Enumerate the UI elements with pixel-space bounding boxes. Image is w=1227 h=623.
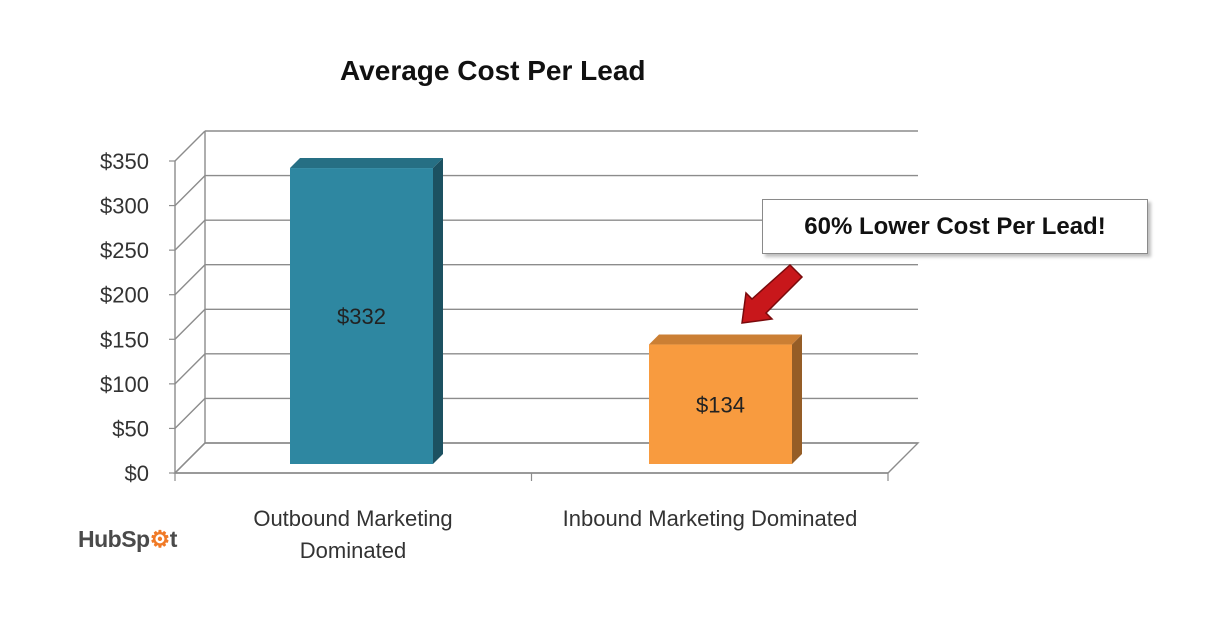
gridline-side	[174, 219, 206, 251]
y-tick-label: $100	[100, 372, 149, 397]
gridline-side	[174, 397, 206, 429]
y-tick-label: $0	[125, 461, 149, 486]
category-label-outbound-line-2: Dominated	[299, 538, 407, 563]
chart-title: Average Cost Per Lead	[340, 55, 646, 86]
category-label-inbound: Inbound Marketing Dominated	[530, 503, 890, 535]
gridline-side	[174, 308, 206, 340]
category-label-outbound: Outbound Marketing Dominated	[228, 503, 478, 567]
chart-floor	[173, 442, 920, 474]
bar-value-label: $134	[696, 392, 745, 417]
bar-side	[792, 334, 802, 464]
y-axis: $0 $50 $100 $150 $200 $250 $300 $350	[100, 149, 889, 486]
bar-top	[649, 334, 802, 345]
bar-value-label: $332	[337, 304, 386, 329]
annotation-callout: 60% Lower Cost Per Lead!	[762, 199, 1148, 254]
bar	[290, 168, 433, 464]
y-tick-label: $50	[112, 416, 149, 441]
category-label-inbound-line-1: Inbound Marketing Dominated	[562, 506, 858, 531]
category-label-outbound-line-1: Outbound Marketing	[253, 506, 453, 531]
bar	[649, 344, 792, 464]
callout-arrow	[741, 263, 804, 324]
gridline-side	[174, 264, 206, 296]
y-tick-label: $200	[100, 283, 149, 308]
bar-top	[290, 158, 443, 169]
y-tick-label: $250	[100, 238, 149, 263]
bar-layer: $332 $134	[290, 158, 802, 464]
grid-layer	[173, 130, 920, 474]
hubspot-logo: HubSp⚙t	[78, 526, 177, 552]
y-tick-label: $150	[100, 327, 149, 352]
gridline-side	[174, 175, 206, 207]
annotation-text: 60% Lower Cost Per Lead!	[804, 212, 1106, 240]
gridline-side	[174, 130, 206, 162]
gridline-side	[174, 353, 206, 385]
bar-side	[433, 158, 443, 464]
y-tick-label: $300	[100, 194, 149, 219]
y-tick-label: $350	[100, 149, 149, 174]
callout-arrow-icon	[741, 263, 804, 324]
